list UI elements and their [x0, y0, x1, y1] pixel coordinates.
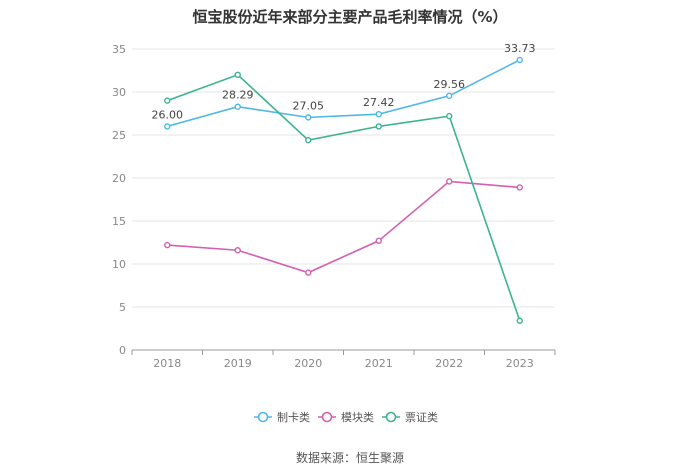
legend-label: 制卡类 — [277, 410, 310, 424]
y-axis: 0 5 10 15 20 25 30 35 — [112, 43, 126, 357]
legend-marker — [385, 411, 397, 423]
data-point — [164, 123, 171, 130]
y-tick-label: 35 — [112, 43, 126, 56]
legend-label: 模块类 — [341, 410, 374, 424]
y-tick-label: 15 — [112, 215, 126, 228]
series-line-1 — [167, 59, 521, 128]
data-label: 27.05 — [293, 99, 325, 112]
x-axis: 2018 2019 2020 2021 2022 2023 — [131, 349, 556, 370]
data-label: 26.00 — [152, 108, 184, 121]
data-point — [516, 184, 523, 191]
series-group — [164, 56, 523, 324]
data-label: 29.56 — [434, 78, 466, 91]
x-tick-label: 2020 — [294, 357, 322, 370]
legend-marker — [321, 411, 333, 423]
data-point — [516, 317, 523, 324]
data-point — [305, 269, 312, 276]
data-point — [446, 92, 453, 99]
y-tick-label: 25 — [112, 129, 126, 142]
x-tick-label: 2021 — [365, 357, 393, 370]
series-line-3 — [166, 73, 521, 322]
y-tick-label: 5 — [119, 301, 126, 314]
y-tick-label: 0 — [119, 344, 126, 357]
data-label: 28.29 — [222, 89, 254, 102]
chart-title: 恒宝股份近年来部分主要产品毛利率情况（%） — [192, 8, 507, 26]
data-point — [375, 237, 382, 244]
data-point — [164, 97, 171, 104]
data-point — [446, 112, 453, 120]
data-label: 33.73 — [504, 42, 536, 55]
legend-item[interactable]: 模块类 — [318, 410, 374, 424]
legend[interactable]: 制卡类 模块类 票证类 — [254, 410, 438, 424]
data-point — [446, 178, 453, 185]
data-label: 27.42 — [363, 96, 395, 109]
y-tick-label: 20 — [112, 172, 126, 185]
y-tick-label: 30 — [112, 86, 126, 99]
data-point — [305, 136, 312, 144]
legend-item[interactable]: 票证类 — [382, 410, 438, 424]
data-point — [375, 110, 382, 118]
legend-item[interactable]: 制卡类 — [254, 410, 310, 424]
source-note: 数据来源：恒生聚源 — [296, 450, 404, 465]
x-tick-label: 2019 — [224, 357, 252, 370]
data-point — [516, 56, 523, 64]
data-point — [305, 114, 312, 121]
y-tick-label: 10 — [112, 258, 126, 271]
x-tick-label: 2018 — [153, 357, 181, 370]
legend-marker — [257, 411, 269, 423]
data-point — [164, 241, 171, 249]
data-labels: 26.00 28.29 27.05 27.42 29.56 33.73 — [152, 42, 536, 121]
x-tick-label: 2023 — [506, 357, 534, 370]
legend-label: 票证类 — [405, 410, 438, 424]
data-point — [375, 123, 382, 130]
data-point — [234, 103, 241, 110]
series-line-2 — [167, 180, 520, 274]
data-point — [234, 71, 241, 79]
data-point — [234, 247, 241, 254]
grid — [132, 48, 555, 308]
x-tick-label: 2022 — [435, 357, 463, 370]
